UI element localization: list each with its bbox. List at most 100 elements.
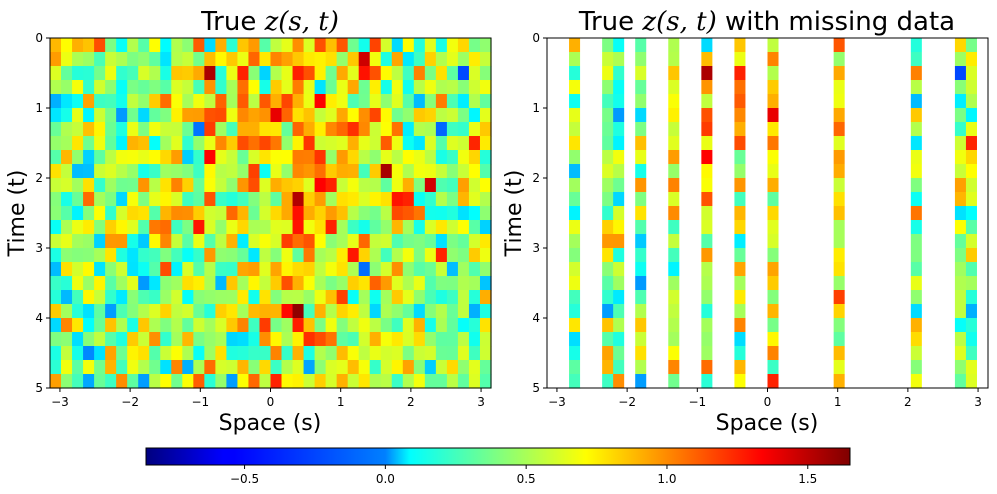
heatmap-cell bbox=[668, 192, 680, 207]
heatmap-cell bbox=[646, 108, 658, 123]
heatmap-cell bbox=[83, 108, 95, 123]
heatmap-cell bbox=[690, 374, 702, 389]
heatmap-cell bbox=[391, 248, 404, 263]
heatmap-cell bbox=[347, 94, 360, 109]
heatmap-cell bbox=[624, 248, 636, 263]
heatmap-cell bbox=[877, 332, 890, 347]
heatmap-cell bbox=[833, 318, 846, 333]
heatmap-cell bbox=[358, 360, 371, 375]
heatmap-cell bbox=[668, 234, 680, 249]
heatmap-cell bbox=[844, 178, 857, 193]
heatmap-cell bbox=[105, 332, 117, 347]
heatmap-cell bbox=[701, 66, 713, 81]
heatmap-cell bbox=[72, 178, 84, 193]
heatmap-cell bbox=[800, 164, 813, 179]
heatmap-cell bbox=[613, 220, 625, 235]
heatmap-cell bbox=[94, 262, 106, 277]
heatmap-cell bbox=[910, 38, 923, 53]
heatmap-cell bbox=[965, 150, 978, 165]
heatmap-cell bbox=[237, 276, 250, 291]
heatmap-cell bbox=[646, 346, 658, 361]
y-tick-label: 4 bbox=[35, 311, 43, 325]
heatmap-cell bbox=[921, 332, 934, 347]
heatmap-cell bbox=[171, 220, 183, 235]
colorbar-tick-label: 0.5 bbox=[517, 472, 536, 486]
heatmap-cell bbox=[712, 122, 725, 137]
heatmap-cell bbox=[569, 248, 581, 263]
heatmap-cell bbox=[701, 248, 713, 263]
heatmap-cell bbox=[468, 304, 481, 319]
heatmap-cell bbox=[976, 346, 989, 361]
heatmap-cell bbox=[358, 206, 371, 221]
heatmap-cell bbox=[822, 150, 835, 165]
heatmap-cell bbox=[789, 178, 802, 193]
heatmap-cell bbox=[602, 276, 614, 291]
heatmap-cell bbox=[83, 290, 95, 305]
heatmap-cell bbox=[303, 122, 316, 137]
heatmap-cell bbox=[149, 248, 161, 263]
heatmap-cell bbox=[822, 290, 835, 305]
heatmap-cell bbox=[767, 304, 780, 319]
heatmap-cell bbox=[943, 276, 956, 291]
heatmap-cell bbox=[954, 94, 967, 109]
heatmap-cell bbox=[358, 276, 371, 291]
heatmap-cell bbox=[347, 360, 360, 375]
heatmap-cell bbox=[83, 136, 95, 151]
heatmap-cell bbox=[547, 332, 559, 347]
heatmap-cell bbox=[602, 360, 614, 375]
heatmap-cell bbox=[679, 192, 691, 207]
heatmap-cell bbox=[624, 276, 636, 291]
heatmap-cell bbox=[380, 136, 393, 151]
heatmap-cell bbox=[899, 122, 912, 137]
heatmap-cell bbox=[888, 52, 901, 67]
heatmap-cell bbox=[259, 360, 272, 375]
heatmap-cell bbox=[182, 38, 194, 53]
heatmap-cell bbox=[204, 122, 216, 137]
heatmap-cell bbox=[569, 346, 581, 361]
heatmap-cell bbox=[833, 290, 846, 305]
heatmap-cell bbox=[50, 80, 62, 95]
heatmap-cell bbox=[965, 52, 978, 67]
heatmap-cell bbox=[50, 136, 62, 151]
heatmap-cell bbox=[745, 346, 758, 361]
heatmap-cell bbox=[116, 304, 128, 319]
heatmap-cell bbox=[910, 346, 923, 361]
heatmap-cell bbox=[976, 38, 989, 53]
heatmap-cell bbox=[767, 220, 780, 235]
heatmap-cell bbox=[558, 220, 570, 235]
heatmap-cell bbox=[569, 206, 581, 221]
heatmap-cell bbox=[877, 318, 890, 333]
heatmap-cell bbox=[424, 360, 437, 375]
heatmap-cell bbox=[921, 178, 934, 193]
heatmap-cell bbox=[877, 192, 890, 207]
heatmap-cell bbox=[259, 220, 272, 235]
heatmap-cell bbox=[756, 38, 769, 53]
heatmap-cell bbox=[690, 66, 702, 81]
heatmap-cell bbox=[701, 122, 713, 137]
heatmap-cell bbox=[347, 206, 360, 221]
heatmap-cell bbox=[413, 346, 426, 361]
heatmap-cell bbox=[899, 80, 912, 95]
heatmap-cell bbox=[932, 346, 945, 361]
heatmap-cell bbox=[149, 52, 161, 67]
heatmap-cell bbox=[160, 52, 172, 67]
heatmap-cell bbox=[468, 290, 481, 305]
heatmap-cell bbox=[899, 248, 912, 263]
heatmap-cell bbox=[171, 290, 183, 305]
heatmap-cell bbox=[932, 192, 945, 207]
heatmap-cell bbox=[602, 374, 614, 389]
heatmap-cell bbox=[701, 318, 713, 333]
heatmap-cell bbox=[888, 248, 901, 263]
heatmap-cell bbox=[569, 304, 581, 319]
heatmap-cell bbox=[811, 248, 824, 263]
heatmap-cell bbox=[899, 136, 912, 151]
heatmap-cell bbox=[657, 122, 669, 137]
heatmap-cell bbox=[127, 248, 139, 263]
heatmap-cell bbox=[94, 52, 106, 67]
heatmap-cell bbox=[591, 94, 603, 109]
heatmap-cell bbox=[844, 206, 857, 221]
heatmap-cell bbox=[965, 360, 978, 375]
heatmap-cell bbox=[734, 360, 747, 375]
panel-title: True z(s, t) bbox=[200, 7, 339, 37]
heatmap-cell bbox=[580, 220, 592, 235]
